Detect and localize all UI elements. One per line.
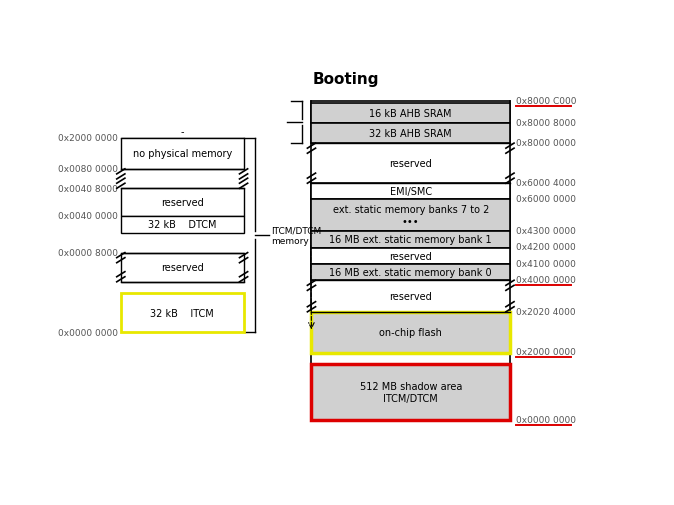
- Text: 16 kB AHB SRAM: 16 kB AHB SRAM: [369, 109, 452, 119]
- Text: 0x0040 0000: 0x0040 0000: [59, 212, 118, 221]
- Text: 0x6000 0000: 0x6000 0000: [516, 194, 576, 203]
- Text: 0x8000 8000: 0x8000 8000: [516, 118, 576, 127]
- Text: 0x8000 C000: 0x8000 C000: [516, 97, 577, 106]
- Bar: [121, 294, 243, 333]
- Text: ITCM/DTCM
memory: ITCM/DTCM memory: [272, 226, 321, 245]
- Text: reserved: reserved: [161, 263, 204, 273]
- Bar: [311, 264, 510, 281]
- Bar: [121, 138, 243, 170]
- Text: 32 kB    DTCM: 32 kB DTCM: [148, 220, 216, 230]
- Bar: [121, 253, 243, 282]
- Text: 0x8000 0000: 0x8000 0000: [516, 138, 576, 147]
- Text: Booting: Booting: [312, 72, 379, 87]
- Text: 0x0000 0000: 0x0000 0000: [516, 415, 576, 424]
- Text: 0x4300 0000: 0x4300 0000: [516, 226, 576, 235]
- Text: no physical memory: no physical memory: [133, 149, 232, 159]
- Text: 32 kB AHB SRAM: 32 kB AHB SRAM: [369, 129, 452, 139]
- Text: ext. static memory banks 7 to 2
•••: ext. static memory banks 7 to 2 •••: [332, 205, 489, 226]
- Text: 0x4200 0000: 0x4200 0000: [516, 243, 576, 251]
- Text: on-chip flash: on-chip flash: [379, 328, 442, 337]
- Text: 0x0040 8000: 0x0040 8000: [59, 184, 118, 193]
- Text: 0x0000 0000: 0x0000 0000: [58, 328, 118, 337]
- Text: 0x4100 0000: 0x4100 0000: [516, 259, 576, 268]
- Text: reserved: reserved: [161, 197, 204, 208]
- Text: 16 MB ext. static memory bank 0: 16 MB ext. static memory bank 0: [330, 268, 492, 278]
- Text: 0x0000 8000: 0x0000 8000: [58, 248, 118, 258]
- Bar: [311, 104, 510, 124]
- Bar: [311, 364, 510, 420]
- Bar: [311, 199, 510, 232]
- Bar: [311, 184, 510, 199]
- Text: reserved: reserved: [390, 251, 432, 261]
- Text: -: -: [181, 126, 184, 136]
- Text: 32 kB    ITCM: 32 kB ITCM: [150, 309, 214, 318]
- Text: reserved: reserved: [390, 159, 432, 169]
- Bar: [311, 312, 510, 353]
- Text: 0x4000 0000: 0x4000 0000: [516, 275, 576, 284]
- Bar: [311, 232, 510, 248]
- Bar: [311, 248, 510, 264]
- Text: 0x0080 0000: 0x0080 0000: [58, 165, 118, 174]
- Text: 0x2000 0000: 0x2000 0000: [516, 348, 576, 357]
- Text: 16 MB ext. static memory bank 1: 16 MB ext. static memory bank 1: [330, 235, 492, 245]
- Bar: [121, 216, 243, 234]
- Text: reserved: reserved: [390, 291, 432, 301]
- Text: 0x6000 4000: 0x6000 4000: [516, 179, 576, 187]
- Bar: [121, 189, 243, 216]
- Text: 0x2020 4000: 0x2020 4000: [516, 307, 576, 316]
- Text: EMI/SMC: EMI/SMC: [390, 187, 432, 196]
- Text: 512 MB shadow area
ITCM/DTCM: 512 MB shadow area ITCM/DTCM: [359, 381, 462, 403]
- Bar: [311, 124, 510, 144]
- Text: 0x2000 0000: 0x2000 0000: [59, 134, 118, 143]
